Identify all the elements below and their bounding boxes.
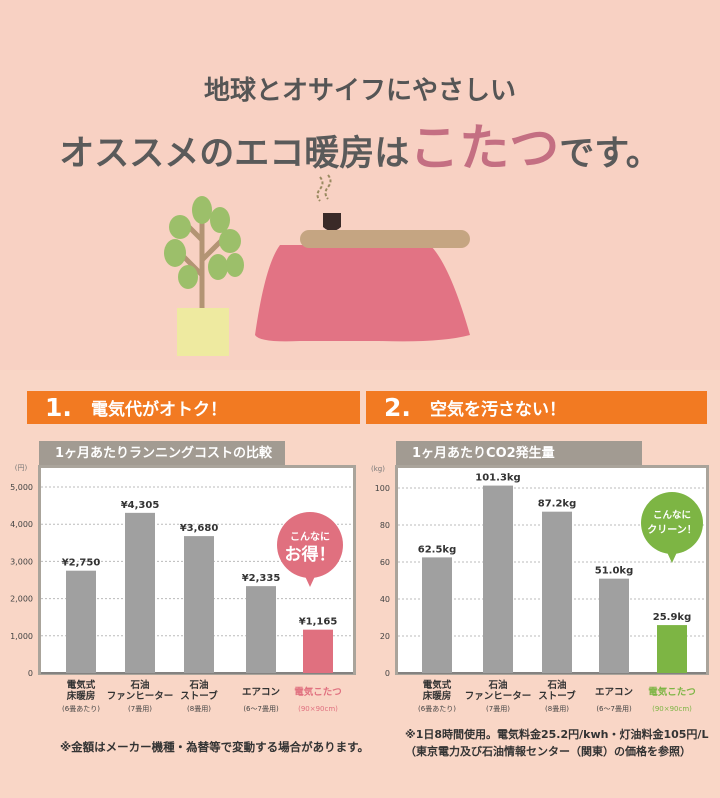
data-label: 25.9kg <box>653 612 691 623</box>
category-sublabel: (6〜7畳用) <box>596 705 632 713</box>
data-label: ¥3,680 <box>180 523 219 534</box>
y-unit-label: (kg) <box>371 465 385 473</box>
data-label: 101.3kg <box>475 473 520 484</box>
category-sublabel: (7畳用) <box>486 705 510 713</box>
section-number: 2. <box>384 393 411 422</box>
category-label: エアコン <box>595 687 633 698</box>
category-label: エアコン <box>242 687 280 698</box>
bar <box>66 570 96 673</box>
bar <box>303 629 333 673</box>
category-label: ファンヒーター <box>107 690 174 702</box>
category-sublabel: (6畳あたり) <box>418 705 456 713</box>
chart-2-title: 1ヶ月あたりCO2発生量 <box>396 441 642 466</box>
section-1-banner: 1. 電気代がオトク！ <box>27 391 360 424</box>
y-tick-label: 100 <box>375 484 390 493</box>
y-tick-label: 3,000 <box>10 557 33 566</box>
category-sublabel: (90×90cm) <box>652 705 692 713</box>
category-sublabel: (8畳用) <box>545 705 569 713</box>
data-label: ¥1,165 <box>299 617 338 628</box>
bar <box>422 557 452 673</box>
y-tick-label: 0 <box>385 669 390 678</box>
title-text: オススメのエコ暖房は <box>59 133 410 174</box>
data-label: 87.2kg <box>538 499 576 510</box>
callout-text: こんなに <box>290 531 330 543</box>
title-text-end: です。 <box>559 133 661 174</box>
title-highlight: こたつ <box>409 118 560 177</box>
category-label: 石油 <box>487 679 507 691</box>
data-label: ¥4,305 <box>121 500 160 511</box>
bar <box>246 586 276 673</box>
section-title: 電気代がオトク！ <box>91 400 227 420</box>
section-number: 1. <box>45 393 72 422</box>
callout-bubble <box>277 512 343 578</box>
callout-tail <box>666 550 678 563</box>
kotatsu-icon <box>255 174 470 342</box>
chart-1-title: 1ヶ月あたりランニングコストの比較 <box>39 441 285 466</box>
category-label: ストーブ <box>180 690 218 702</box>
category-label: 床暖房 <box>67 690 96 702</box>
category-label: 電気こたつ <box>294 686 342 698</box>
y-tick-label: 5,000 <box>10 483 33 492</box>
y-tick-label: 4,000 <box>10 520 33 529</box>
category-label: 石油 <box>188 679 208 691</box>
callout-tail <box>304 574 316 587</box>
main-title: オススメのエコ暖房はこたつです。 <box>0 108 720 180</box>
category-label: 石油 <box>546 679 566 691</box>
bar <box>184 536 214 673</box>
data-label: ¥2,335 <box>242 573 281 584</box>
bar <box>483 485 513 673</box>
category-sublabel: (6〜7畳用) <box>243 705 279 713</box>
category-sublabel: (90×90cm) <box>298 705 338 713</box>
bar <box>125 512 155 673</box>
category-label: 電気式 <box>67 679 96 691</box>
y-unit-label: (円) <box>15 464 28 472</box>
category-label: ファンヒーター <box>465 690 532 702</box>
section-2-banner: 2. 空気を汚さない！ <box>366 391 707 424</box>
data-label: 62.5kg <box>418 544 456 555</box>
y-tick-label: 40 <box>380 595 390 604</box>
y-tick-label: 1,000 <box>10 632 33 641</box>
plant-icon <box>164 196 244 356</box>
bar <box>542 511 572 673</box>
category-sublabel: (6畳あたり) <box>62 705 100 713</box>
category-sublabel: (8畳用) <box>187 705 211 713</box>
bar <box>657 625 687 673</box>
subtitle: 地球とオサイフにやさしい <box>203 76 516 106</box>
section-title: 空気を汚さない！ <box>430 400 566 420</box>
data-label: 51.0kg <box>595 566 633 577</box>
note-right-1: ※1日8時間使用。電気料金25.2円/kwh・灯油料金105円/L <box>405 728 709 741</box>
callout-text: お得！ <box>285 544 336 565</box>
callout-text: クリーン！ <box>647 524 697 536</box>
category-label: 石油 <box>129 679 149 691</box>
y-tick-label: 60 <box>380 558 390 567</box>
category-label: 電気こたつ <box>648 686 696 698</box>
y-tick-label: 80 <box>380 521 390 530</box>
y-tick-label: 0 <box>28 669 33 678</box>
data-label: ¥2,750 <box>62 558 101 569</box>
y-tick-label: 2,000 <box>10 595 33 604</box>
note-left: ※金額はメーカー機種・為替等で変動する場合があります。 <box>60 740 370 754</box>
category-label: 床暖房 <box>423 690 452 702</box>
callout-text: こんなに <box>653 510 691 521</box>
illustration <box>164 174 470 356</box>
bar <box>599 578 629 673</box>
category-sublabel: (7畳用) <box>128 705 152 713</box>
category-label: ストーブ <box>538 690 576 702</box>
category-label: 電気式 <box>423 679 452 691</box>
note-right-2: （東京電力及び石油情報センター（関東）の価格を参照） <box>405 745 691 758</box>
y-tick-label: 20 <box>380 632 390 641</box>
callout-bubble <box>641 492 703 554</box>
